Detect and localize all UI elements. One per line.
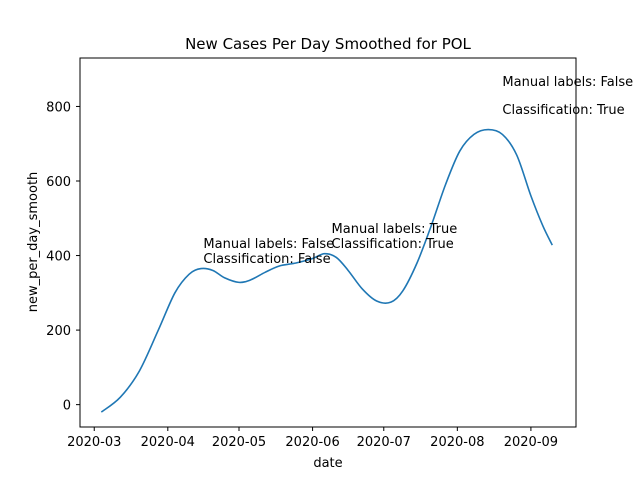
y-axis-label: new_per_day_smooth [26,172,41,313]
annotation-text: Manual labels: False [502,75,633,90]
x-tick-label: 2020-08 [430,435,484,450]
annotation-text: Classification: False [203,252,330,267]
x-axis: 2020-03 2020-04 2020-05 2020-06 2020-07 2020-… [67,427,558,450]
y-axis: 0 200 400 600 800 [46,100,80,414]
annotation-text: Classification: True [502,103,624,118]
annotation-text: Classification: True [332,237,454,252]
annotation-text: Manual labels: True [332,222,458,237]
x-tick-label: 2020-05 [212,435,266,450]
chart-title: New Cases Per Day Smoothed for POL [185,35,471,53]
x-tick-label: 2020-03 [67,435,121,450]
x-tick-label: 2020-07 [357,435,411,450]
x-tick-label: 2020-04 [141,435,195,450]
x-axis-label: date [313,456,342,471]
y-tick-label: 200 [46,324,71,339]
y-tick-label: 400 [46,250,71,265]
y-tick-label: 600 [46,175,71,190]
annotation-text: Manual labels: False [203,237,334,252]
x-tick-label: 2020-06 [285,435,339,450]
plot-area-frame [79,57,577,428]
series-line [100,128,553,413]
y-tick-label: 800 [46,100,71,115]
y-tick-label: 0 [63,399,71,414]
x-tick-label: 2020-09 [504,435,558,450]
